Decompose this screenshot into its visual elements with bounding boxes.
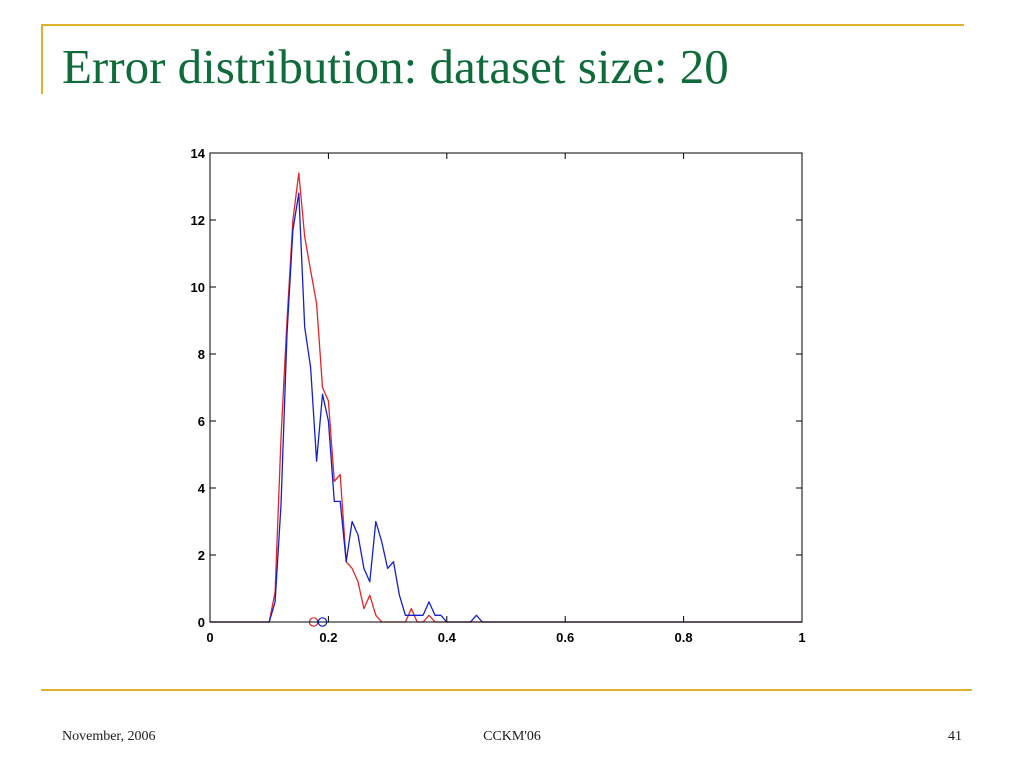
series-line-1 bbox=[210, 192, 802, 623]
y-tick-label: 0 bbox=[198, 615, 205, 630]
footer-page-number: 41 bbox=[948, 729, 962, 744]
title-accent-rule bbox=[41, 24, 964, 26]
x-tick-label: 0.4 bbox=[438, 630, 457, 645]
y-tick-label: 8 bbox=[198, 347, 205, 362]
x-tick-label: 0 bbox=[206, 630, 213, 645]
y-tick-label: 12 bbox=[191, 213, 205, 228]
title-accent-bar bbox=[41, 24, 43, 94]
x-tick-label: 0.6 bbox=[556, 630, 574, 645]
x-tick-label: 0.8 bbox=[675, 630, 693, 645]
y-tick-label: 2 bbox=[198, 548, 205, 563]
plot-series-group bbox=[210, 172, 802, 627]
footer-conference: CCKM'06 bbox=[483, 729, 541, 744]
y-tick-label: 10 bbox=[191, 280, 205, 295]
x-tick-label: 0.2 bbox=[319, 630, 337, 645]
y-tick-label: 6 bbox=[198, 414, 205, 429]
footer-date: November, 2006 bbox=[62, 729, 156, 744]
series-line-0 bbox=[210, 172, 802, 623]
y-tick-label: 14 bbox=[191, 146, 206, 161]
plot-frame bbox=[209, 152, 803, 623]
y-tick-label: 4 bbox=[198, 481, 206, 496]
x-tick-label: 1 bbox=[798, 630, 805, 645]
slide-title: Error distribution: dataset size: 20 bbox=[62, 39, 729, 94]
footer-rule bbox=[41, 689, 972, 691]
